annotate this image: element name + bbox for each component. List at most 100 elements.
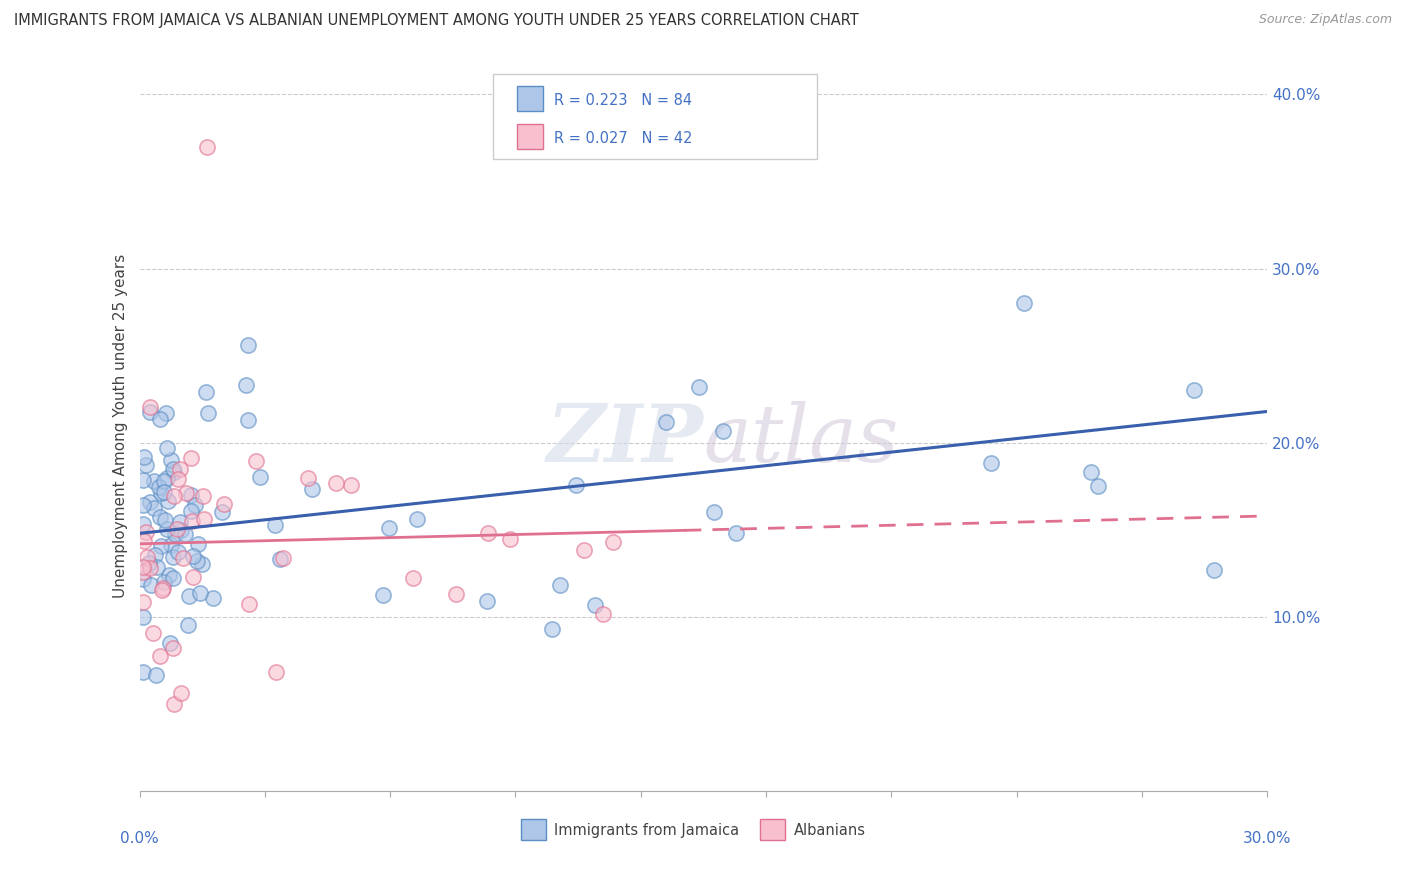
Point [150,582,173,597]
Point [194,384,217,399]
Point [406,511,429,525]
Point [564,478,586,492]
Point [139,400,162,414]
Point [132,595,155,609]
Point [166,472,188,486]
Point [195,139,218,153]
Point [1087,478,1109,492]
Point [197,406,219,420]
Point [162,571,184,585]
Point [149,412,172,426]
Text: IMMIGRANTS FROM JAMAICA VS ALBANIAN UNEMPLOYMENT AMONG YOUTH UNDER 25 YEARS CORR: IMMIGRANTS FROM JAMAICA VS ALBANIAN UNEM… [14,13,859,29]
Point [145,668,167,682]
Point [153,474,176,488]
Point [143,501,166,516]
Text: Source: ZipAtlas.com: Source: ZipAtlas.com [1258,13,1392,27]
Point [183,570,205,584]
Point [688,380,710,394]
Point [139,561,162,575]
Point [297,471,319,485]
Point [263,517,285,532]
Point [193,489,215,503]
Point [444,587,467,601]
Point [143,548,166,562]
Point [142,625,165,640]
Text: 0.0%: 0.0% [120,831,159,847]
Point [132,560,155,574]
Point [150,540,173,554]
Point [235,377,257,392]
Point [162,490,184,504]
Point [238,598,260,612]
Point [156,471,179,485]
Text: Albanians: Albanians [793,822,866,838]
Point [249,470,271,484]
Point [156,441,179,455]
Point [540,623,562,637]
Point [190,586,212,600]
Point [169,462,191,476]
Point [138,556,160,570]
Point [162,461,184,475]
Point [132,572,155,586]
Point [592,607,614,621]
Point [135,458,157,472]
Point [156,522,179,536]
Point [548,578,571,592]
Point [475,593,498,607]
Point [201,591,224,605]
Point [211,505,233,519]
Point [132,473,155,487]
Point [165,527,187,541]
Text: ZIP: ZIP [547,401,703,479]
Point [264,665,287,680]
Point [181,549,204,563]
Point [145,560,167,574]
Point [132,450,155,465]
Point [477,526,499,541]
Point [572,543,595,558]
Point [179,589,201,603]
Point [1080,465,1102,479]
Point [1014,296,1036,310]
Point [155,406,177,420]
Point [711,425,734,439]
Point [176,485,198,500]
Point [191,557,214,571]
Point [152,574,174,589]
Point [193,512,215,526]
Point [402,571,425,585]
Point [152,485,174,500]
Point [139,405,162,419]
Point [148,480,170,494]
Point [170,685,193,699]
Point [725,526,748,541]
Point [172,551,194,566]
Point [162,549,184,564]
Point [149,486,172,500]
Point [301,482,323,496]
Point [163,697,186,711]
Point [236,413,259,427]
Point [245,454,267,468]
Point [1182,383,1205,397]
Point [174,527,197,541]
Point [153,513,176,527]
Point [132,517,155,532]
Point [271,551,294,566]
Point [132,533,155,548]
Y-axis label: Unemployment Among Youth under 25 years: Unemployment Among Youth under 25 years [114,253,128,598]
Point [180,504,202,518]
Point [132,498,155,512]
Point [136,550,159,565]
Point [1202,563,1225,577]
Point [167,545,190,559]
Point [325,475,347,490]
Point [132,610,155,624]
Point [166,522,188,536]
Point [170,523,193,537]
Point [159,636,181,650]
Point [132,565,155,579]
Point [214,498,236,512]
Text: R = 0.223   N = 84: R = 0.223 N = 84 [554,93,692,108]
